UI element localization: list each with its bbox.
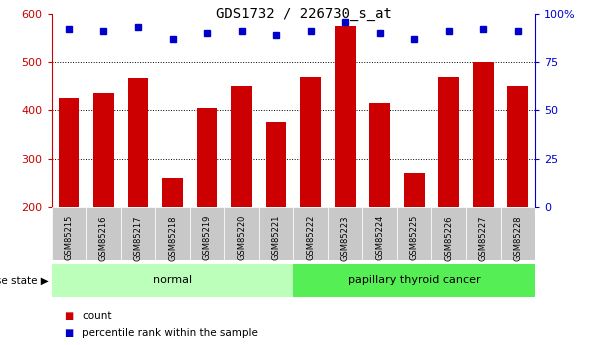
Bar: [508, 86, 528, 207]
Bar: [473, 62, 494, 207]
FancyBboxPatch shape: [293, 207, 328, 260]
FancyBboxPatch shape: [432, 207, 466, 260]
Bar: [93, 93, 114, 207]
Text: papillary thyroid cancer: papillary thyroid cancer: [348, 275, 480, 285]
Text: percentile rank within the sample: percentile rank within the sample: [82, 328, 258, 338]
Text: normal: normal: [153, 275, 192, 285]
Bar: [128, 78, 148, 207]
Text: GSM85222: GSM85222: [306, 215, 315, 260]
Text: GSM85223: GSM85223: [340, 215, 350, 260]
Bar: [369, 103, 390, 207]
Bar: [196, 108, 218, 207]
Text: GSM85221: GSM85221: [272, 215, 281, 260]
Text: GDS1732 / 226730_s_at: GDS1732 / 226730_s_at: [216, 7, 392, 21]
FancyBboxPatch shape: [190, 207, 224, 260]
Text: GSM85216: GSM85216: [99, 215, 108, 260]
FancyBboxPatch shape: [52, 207, 86, 260]
Text: GSM85228: GSM85228: [513, 215, 522, 260]
FancyBboxPatch shape: [155, 207, 190, 260]
Text: GSM85227: GSM85227: [478, 215, 488, 260]
Bar: [335, 26, 356, 207]
FancyBboxPatch shape: [328, 207, 362, 260]
Text: GSM85217: GSM85217: [134, 215, 142, 260]
Text: GSM85220: GSM85220: [237, 215, 246, 260]
FancyBboxPatch shape: [259, 207, 293, 260]
Text: GSM85225: GSM85225: [410, 215, 419, 260]
Text: GSM85218: GSM85218: [168, 215, 177, 260]
Bar: [162, 178, 183, 207]
FancyBboxPatch shape: [500, 207, 535, 260]
Text: ■: ■: [64, 328, 73, 338]
FancyBboxPatch shape: [397, 207, 432, 260]
FancyBboxPatch shape: [52, 264, 293, 297]
Text: GSM85224: GSM85224: [375, 215, 384, 260]
Bar: [438, 77, 459, 207]
Text: GSM85226: GSM85226: [444, 215, 453, 260]
Bar: [404, 173, 424, 207]
Text: disease state ▶: disease state ▶: [0, 275, 49, 285]
FancyBboxPatch shape: [224, 207, 259, 260]
Text: GSM85215: GSM85215: [64, 215, 74, 260]
FancyBboxPatch shape: [362, 207, 397, 260]
Text: ■: ■: [64, 311, 73, 321]
Text: count: count: [82, 311, 112, 321]
Bar: [300, 77, 321, 207]
Bar: [58, 98, 79, 207]
Bar: [231, 86, 252, 207]
FancyBboxPatch shape: [293, 264, 535, 297]
Text: GSM85219: GSM85219: [202, 215, 212, 260]
FancyBboxPatch shape: [86, 207, 121, 260]
FancyBboxPatch shape: [121, 207, 155, 260]
FancyBboxPatch shape: [466, 207, 500, 260]
Bar: [266, 122, 286, 207]
